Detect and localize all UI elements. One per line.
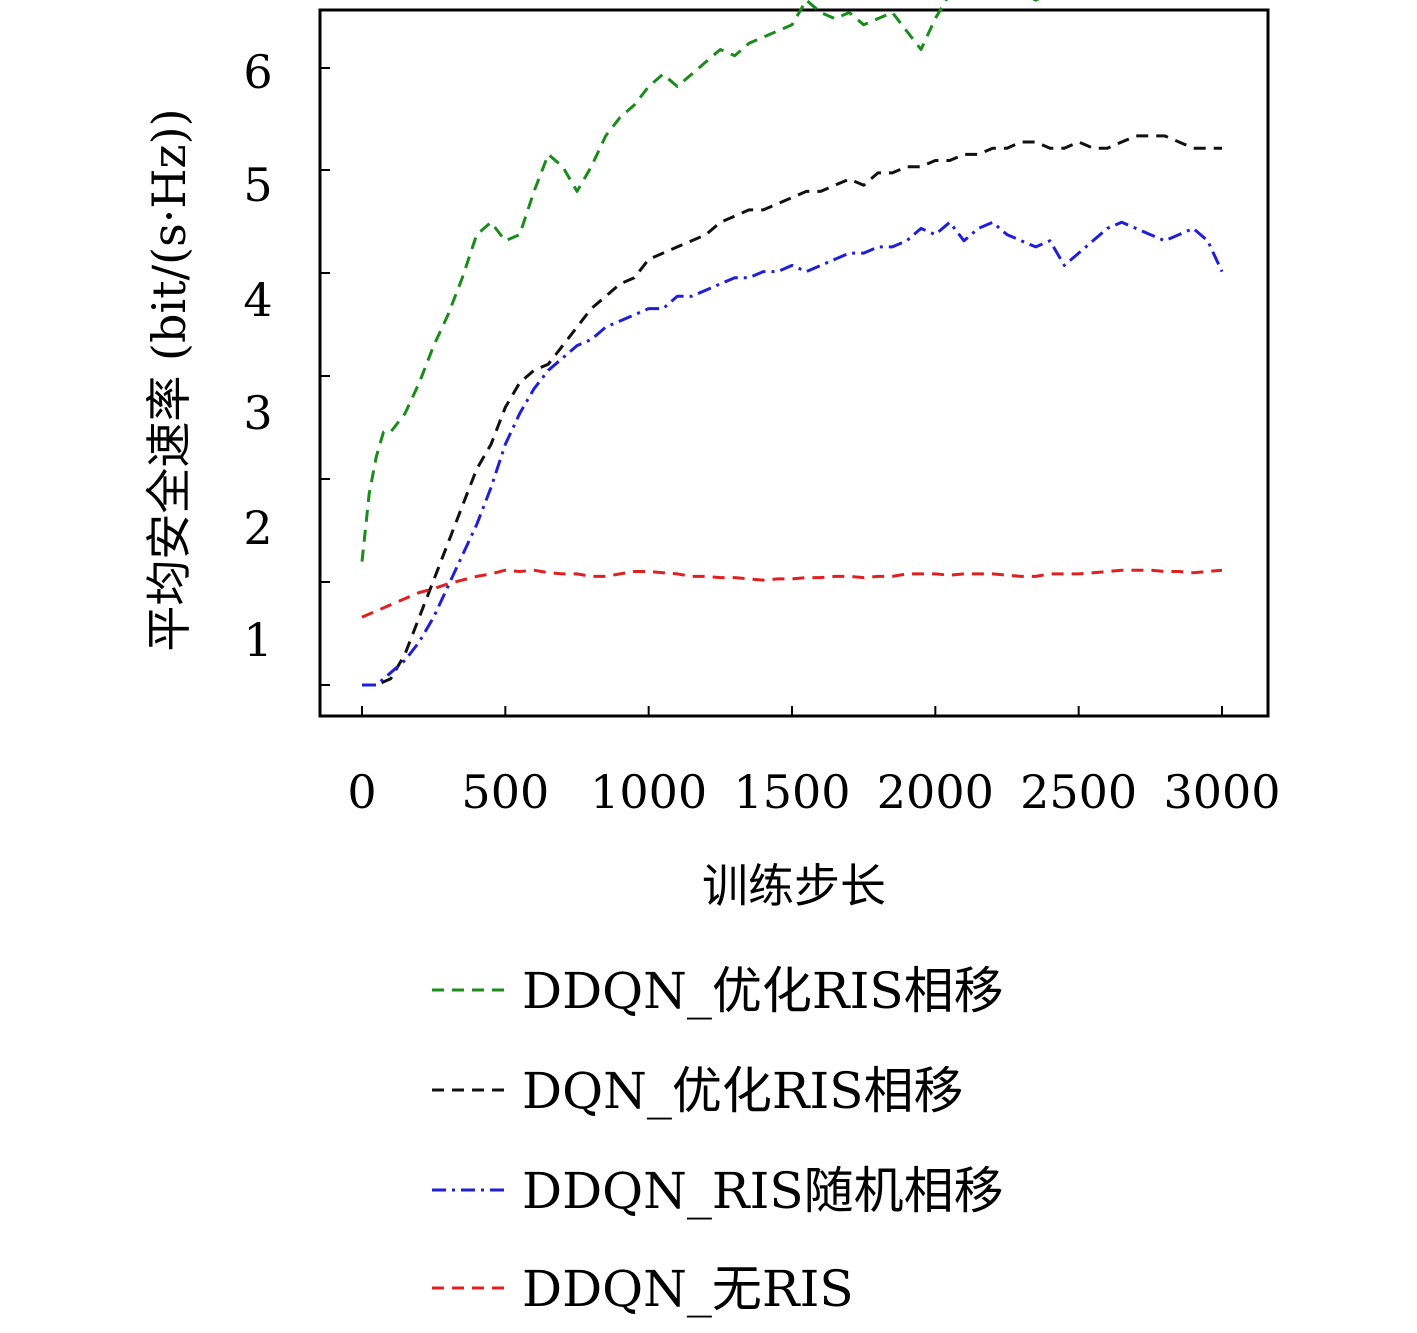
x-tick-label: 2000 (877, 765, 994, 819)
x-axis-ticks: 0 500 1000 1500 2000 2500 3000 (347, 706, 1281, 819)
series-line-0 (360, 0, 1040, 562)
series-line-2 (362, 220, 1224, 687)
y-tick-label: 4 (243, 273, 272, 327)
legend-label-0: DDQN_优化RIS相移 (522, 962, 1004, 1020)
y-axis-label: 平均安全速率 (bit/(s·Hz)) (142, 108, 196, 651)
series-line-3 (361, 568, 1223, 619)
legend-label-3: DDQN_无RIS (522, 1260, 854, 1318)
series-layer (360, 0, 1224, 687)
legend-label-2: DDQN_RIS随机相移 (522, 1162, 1004, 1220)
x-tick-label: 2500 (1020, 765, 1137, 819)
y-tick-label: 6 (243, 45, 272, 99)
x-tick-label: 1500 (733, 765, 850, 819)
x-tick-label: 3000 (1163, 765, 1280, 819)
x-axis-label: 训练步长 (702, 859, 886, 913)
y-tick-label: 5 (243, 158, 272, 212)
series-line-1 (362, 134, 1222, 687)
y-axis-ticks: 1 2 3 4 5 6 (243, 45, 330, 686)
x-tick-label: 500 (461, 765, 549, 819)
legend-label-1: DQN_优化RIS相移 (522, 1062, 963, 1120)
y-tick-label: 3 (243, 386, 272, 440)
y-tick-label: 1 (243, 613, 272, 667)
x-tick-label: 1000 (590, 765, 707, 819)
x-tick-label: 0 (347, 765, 376, 819)
plot-frame (318, 8, 1270, 718)
legend: DDQN_优化RIS相移 DQN_优化RIS相移 DDQN_RIS随机相移 DDQN_… (432, 962, 1004, 1318)
y-tick-label: 2 (243, 501, 272, 555)
